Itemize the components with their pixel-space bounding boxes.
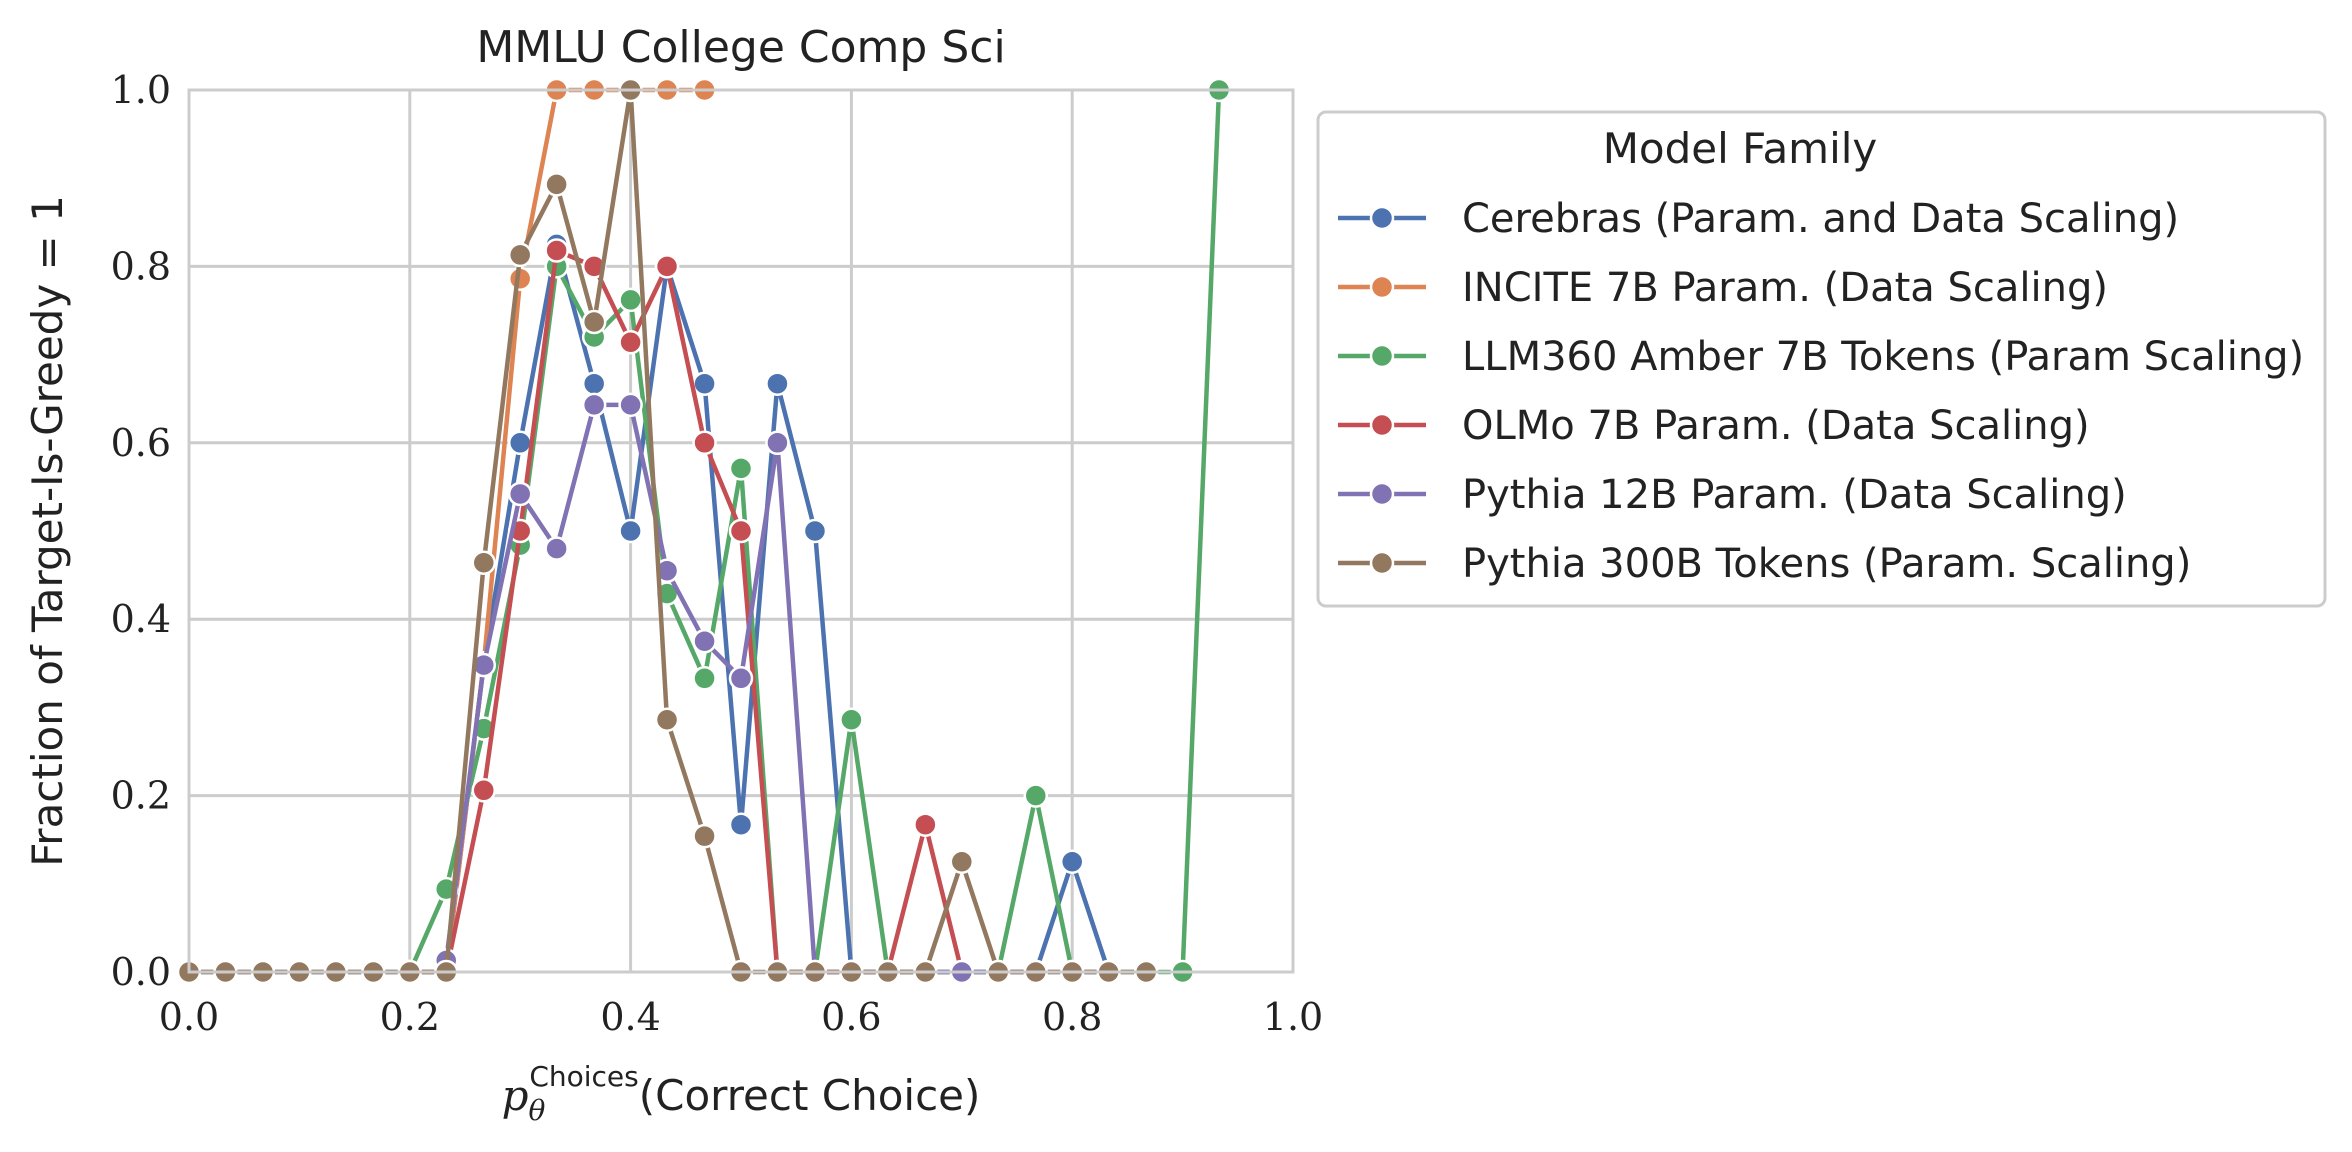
legend-frame [1316, 110, 2327, 608]
legend-label: Cerebras (Param. and Data Scaling) [1462, 196, 2179, 242]
x-axis-label: pθChoices(Correct Choice) [502, 1060, 981, 1127]
x-tick-label: 0.0 [159, 995, 219, 1039]
data-point [618, 392, 643, 418]
data-point [765, 430, 790, 456]
legend-entry: Pythia 12B Param. (Data Scaling) [1338, 472, 2127, 518]
x-tick-label: 0.6 [821, 995, 881, 1039]
legend-label: LLM360 Amber 7B Tokens (Param Scaling) [1462, 334, 2304, 380]
data-point [544, 536, 569, 561]
x-axis-label-sub: θ [528, 1094, 545, 1127]
y-axis-label: Fraction of Target-Is-Greedy = 1 [23, 195, 72, 867]
data-point [471, 778, 497, 803]
data-point [507, 481, 533, 507]
y-tick-label: 0.0 [111, 950, 171, 994]
data-point [728, 812, 754, 837]
legend-label: INCITE 7B Param. (Data Scaling) [1462, 265, 2108, 311]
legend-items: Cerebras (Param. and Data Scaling) INCITE… [1338, 196, 2304, 587]
legend-entry: OLMo 7B Param. (Data Scaling) [1338, 403, 2090, 449]
legend-marker [1369, 343, 1395, 369]
data-point [692, 629, 717, 654]
data-point [544, 172, 569, 197]
legend-entry: Cerebras (Param. and Data Scaling) [1338, 196, 2179, 242]
x-tick-label: 0.8 [1042, 995, 1102, 1039]
data-point [692, 823, 717, 849]
data-point [507, 430, 533, 456]
legend-label: Pythia 12B Param. (Data Scaling) [1462, 472, 2127, 518]
y-tick-label: 0.2 [111, 774, 171, 818]
data-point [618, 330, 643, 355]
data-point [654, 254, 680, 279]
data-point [581, 371, 607, 396]
y-tick-label: 0.8 [111, 244, 171, 288]
legend-marker [1369, 550, 1395, 576]
data-point [728, 666, 754, 691]
legend-entry: Pythia 300B Tokens (Param. Scaling) [1338, 541, 2191, 587]
data-point [581, 392, 607, 418]
legend-marker [1369, 481, 1395, 507]
data-point [581, 309, 607, 335]
x-axis-label-sup: Choices [529, 1060, 638, 1093]
legend-label: OLMo 7B Param. (Data Scaling) [1462, 403, 2090, 449]
legend-label: Pythia 300B Tokens (Param. Scaling) [1462, 541, 2191, 587]
data-point [471, 550, 497, 576]
data-point [913, 812, 938, 837]
x-tick-label: 1.0 [1263, 995, 1323, 1039]
x-tick-label: 0.4 [600, 995, 660, 1039]
y-tick-label: 0.4 [111, 597, 171, 641]
legend: Model Family Cerebras (Param. and Data S… [1316, 110, 2327, 608]
chart-title: MMLU College Comp Sci [476, 22, 1005, 73]
legend-entry: INCITE 7B Param. (Data Scaling) [1338, 265, 2108, 311]
x-axis-label-text: (Correct Choice) [639, 1071, 981, 1120]
y-tick-label: 0.6 [111, 421, 171, 465]
data-point [692, 666, 717, 691]
legend-title: Model Family [1603, 124, 1878, 173]
data-point [618, 518, 643, 544]
data-point [802, 518, 828, 544]
x-tick-label: 0.2 [380, 995, 440, 1039]
legend-entry: LLM360 Amber 7B Tokens (Param Scaling) [1338, 334, 2304, 380]
y-tick-label: 1.0 [111, 68, 171, 112]
legend-marker [1369, 274, 1395, 300]
data-point [765, 371, 790, 396]
data-point [839, 707, 864, 732]
data-point [692, 371, 717, 396]
data-point [1023, 783, 1049, 808]
legend-marker [1369, 412, 1395, 438]
data-point [507, 242, 533, 268]
data-point [654, 707, 680, 732]
data-point [654, 558, 680, 583]
data-point [544, 238, 569, 263]
y-tick-labels: 0.0 0.2 0.4 0.6 0.8 1.0 [111, 68, 171, 994]
data-point [618, 287, 643, 313]
data-point [1059, 849, 1085, 874]
data-point [949, 849, 975, 874]
x-tick-labels: 0.0 0.2 0.4 0.6 0.8 1.0 [159, 995, 1323, 1039]
plot-frame [187, 88, 1295, 974]
x-axis-label-var: p [502, 1071, 529, 1120]
data-point [692, 430, 717, 456]
legend-marker [1369, 205, 1395, 231]
data-point [728, 456, 754, 481]
data-point [728, 518, 754, 544]
